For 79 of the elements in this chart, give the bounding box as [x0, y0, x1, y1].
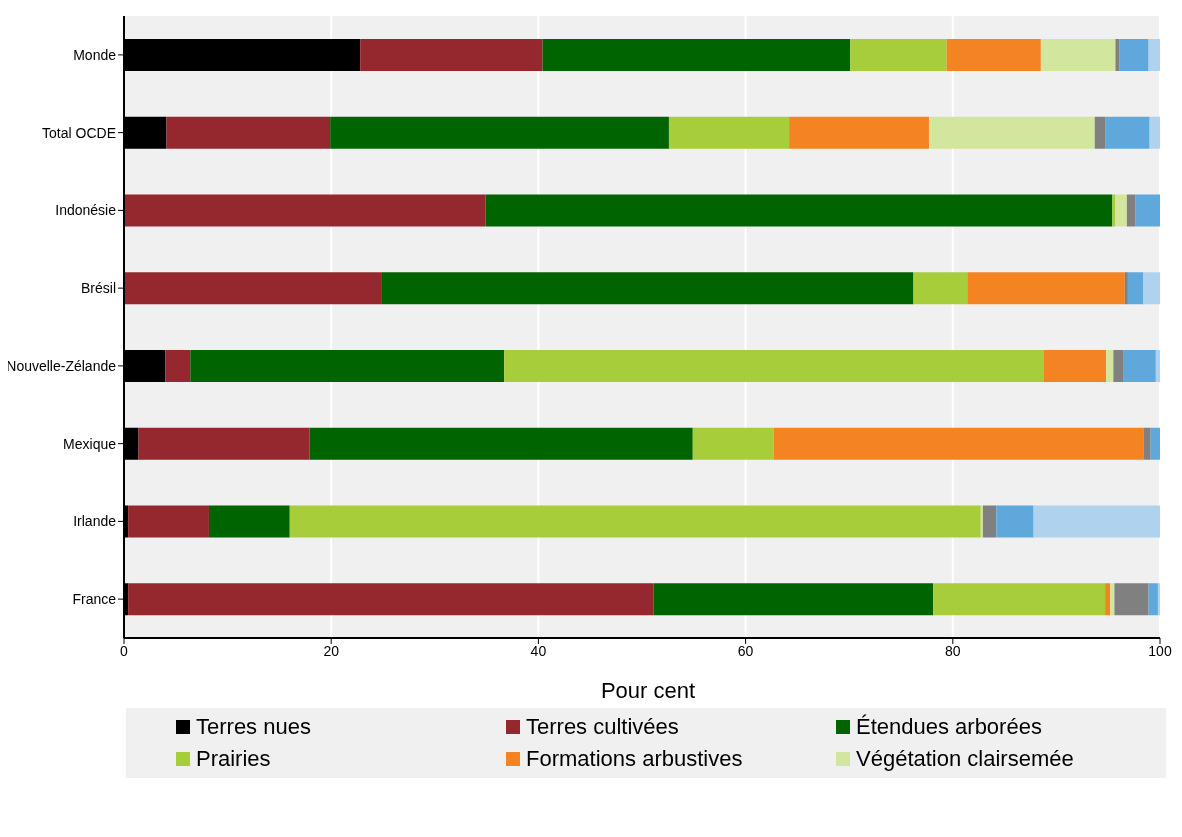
- bar: [982, 505, 997, 538]
- bar: [1033, 505, 1160, 538]
- y-tick-label: Brésil: [80, 280, 116, 297]
- bar: [1155, 350, 1160, 382]
- y-tick-label: Monde: [73, 46, 117, 63]
- bar: [1148, 583, 1158, 616]
- bar: [1115, 39, 1120, 71]
- x-tick-label: 60: [737, 642, 754, 659]
- bar: [542, 39, 851, 71]
- bar: [996, 505, 1034, 538]
- bar: [1105, 116, 1150, 149]
- bar: [1110, 583, 1115, 616]
- bar: [381, 272, 914, 305]
- bar: [128, 583, 654, 616]
- x-tick-label: 40: [530, 642, 547, 659]
- bar: [138, 427, 310, 460]
- bar: [928, 116, 1095, 149]
- bar: [485, 194, 1113, 227]
- x-tick-label: 20: [323, 642, 340, 659]
- legend-label: Végétation clairsemée: [856, 746, 1074, 772]
- bar: [1114, 583, 1149, 616]
- bar: [504, 350, 1044, 382]
- x-tick-label: 100: [1148, 642, 1172, 659]
- bar: [692, 427, 774, 460]
- bar: [967, 272, 1125, 305]
- x-axis-title: Pour cent: [600, 678, 696, 703]
- bar: [913, 272, 968, 305]
- bar: [1143, 272, 1160, 305]
- bar: [1150, 427, 1160, 460]
- bar: [190, 350, 505, 382]
- bar: [1126, 194, 1136, 227]
- legend-label: Terres cultivées: [526, 714, 679, 740]
- bar: [165, 350, 191, 382]
- bar: [1127, 272, 1144, 305]
- bar: [124, 272, 382, 305]
- bar: [1115, 194, 1127, 227]
- bar: [946, 39, 1041, 71]
- bar: [1040, 39, 1116, 71]
- bar: [360, 39, 543, 71]
- bar: [1105, 583, 1111, 616]
- bar: [789, 116, 929, 149]
- bar: [330, 116, 669, 149]
- bar: [124, 194, 486, 227]
- bar: [1094, 116, 1106, 149]
- y-tick-label: Irlande: [73, 513, 117, 530]
- bar: [1124, 272, 1128, 305]
- y-tick-label: Total OCDE: [42, 124, 116, 141]
- bar: [1043, 350, 1107, 382]
- y-tick-label: Mexique: [63, 435, 117, 452]
- x-tick-label: 80: [945, 642, 961, 659]
- y-tick-label: Nouvelle-Zélande: [6, 357, 117, 374]
- bar: [208, 505, 290, 538]
- bar: [933, 583, 1106, 616]
- y-tick-label: France: [72, 591, 117, 608]
- bar: [1148, 39, 1160, 71]
- bar: [1135, 194, 1160, 227]
- bar: [1157, 583, 1160, 616]
- bar: [289, 505, 981, 538]
- bar: [668, 116, 790, 149]
- bar: [1113, 350, 1124, 382]
- bar: [1149, 116, 1160, 149]
- legend-label: Étendues arborées: [856, 714, 1042, 740]
- bar: [653, 583, 934, 616]
- bar: [850, 39, 947, 71]
- bar: [1119, 39, 1149, 71]
- legend-label: Prairies: [196, 746, 271, 772]
- bar: [166, 116, 331, 149]
- bar: [773, 427, 1144, 460]
- legend-label: Formations arbustives: [526, 746, 743, 772]
- bar: [309, 427, 693, 460]
- bar: [1123, 350, 1156, 382]
- bar: [128, 505, 209, 538]
- bar: [1112, 194, 1116, 227]
- bar: [1106, 350, 1114, 382]
- bar: [980, 505, 983, 538]
- x-tick-label: 0: [120, 642, 129, 659]
- y-tick-label: Indonésie: [55, 202, 117, 219]
- bar: [1143, 427, 1151, 460]
- legend-label: Terres nues: [196, 714, 311, 740]
